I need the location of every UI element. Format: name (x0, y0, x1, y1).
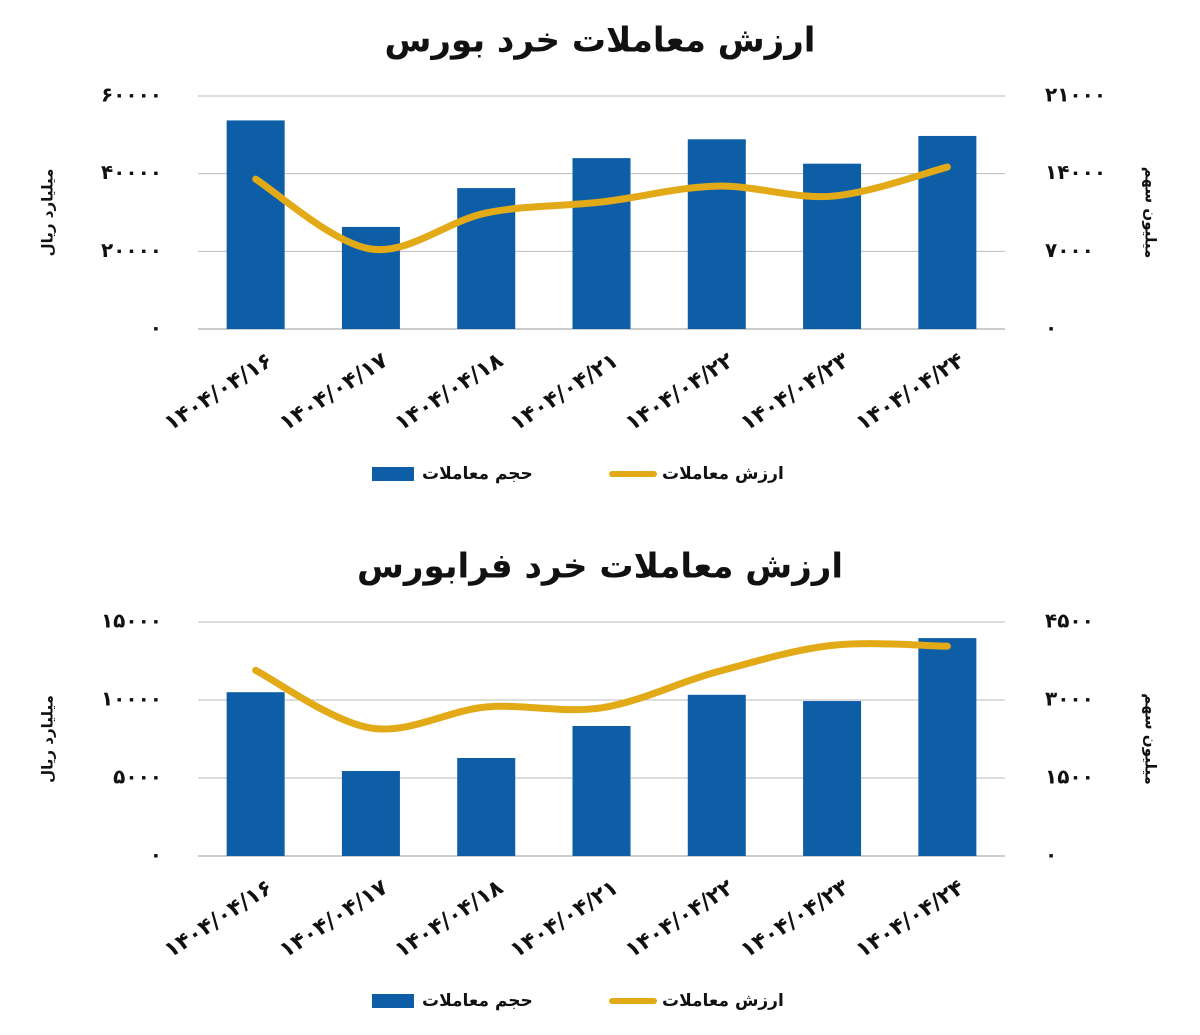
bar (226, 692, 285, 856)
y2-tick-label: ۷۰۰۰ (1045, 238, 1094, 262)
bar (572, 726, 631, 856)
legend-swatch (372, 467, 414, 481)
bar (341, 770, 400, 856)
x-tick-label: ۱۴۰۴/۰۴/۲۲ (621, 875, 739, 964)
legend-label: ارزش معاملات (662, 991, 784, 1011)
x-tick-label: ۱۴۰۴/۰۴/۱۶ (160, 875, 277, 963)
x-tick-label: ۱۴۰۴/۰۴/۱۸ (391, 875, 509, 964)
line (252, 163, 951, 254)
x-tick-label: ۱۴۰۴/۰۴/۲۱ (506, 875, 623, 963)
y-tick-label: ۶۰۰۰۰ (101, 83, 162, 107)
legend-label: حجم معاملات (422, 991, 533, 1011)
y-tick-label: ۰ (150, 316, 162, 340)
y-tick-label: ۲۰۰۰۰ (101, 238, 162, 262)
y-axis-title: میلیارد ریال (39, 695, 57, 783)
y2-tick-label: ۴۵۰۰ (1045, 609, 1094, 633)
x-tick-label: ۱۴۰۴/۰۴/۱۷ (275, 348, 393, 437)
chart: ارزش معاملات خرد بورس ۰ ۲۰۰۰۰ ۴۰۰۰۰ ۶۰۰۰۰ ۰ ۷۰… (39, 21, 1160, 485)
chart-title: ارزش معاملات خرد فرابورس (357, 547, 843, 587)
line (252, 640, 951, 733)
y2-axis-title: میلیون سهم (1142, 693, 1160, 785)
y-tick-label: ۰ (150, 843, 162, 867)
x-tick-label: ۱۴۰۴/۰۴/۲۲ (621, 348, 739, 437)
y2-tick-label: ۳۰۰۰ (1045, 687, 1094, 711)
legend-label: ارزش معاملات (662, 464, 784, 484)
x-tick-label: ۱۴۰۴/۰۴/۱۷ (275, 875, 393, 964)
bar (457, 757, 516, 856)
y-tick-label: ۱۰۰۰۰ (101, 687, 162, 711)
y2-axis-title: میلیون سهم (1142, 167, 1160, 259)
chart: ارزش معاملات خرد فرابورس ۰ ۵۰۰۰ ۱۰۰۰۰ ۱۵۰۰۰ ۰… (39, 547, 1160, 1012)
legend-swatch (372, 994, 414, 1008)
y-axis-title: میلیارد ریال (39, 169, 57, 257)
x-tick-label: ۱۴۰۴/۰۴/۱۶ (160, 348, 277, 436)
y-tick-label: ۴۰۰۰۰ (101, 160, 162, 184)
legend-label: حجم معاملات (422, 464, 533, 484)
bar (918, 638, 977, 856)
bar (803, 701, 862, 856)
y2-tick-label: ۱۵۰۰ (1045, 765, 1094, 789)
bar (226, 120, 285, 330)
x-tick-label: ۱۴۰۴/۰۴/۱۸ (391, 348, 509, 437)
y2-tick-label: ۱۴۰۰۰ (1045, 160, 1106, 184)
bar (687, 139, 746, 329)
bar (572, 158, 631, 329)
x-tick-label: ۱۴۰۴/۰۴/۲۳ (736, 348, 854, 437)
y-tick-label: ۱۵۰۰۰ (101, 609, 162, 633)
x-tick-label: ۱۴۰۴/۰۴/۲۳ (736, 875, 854, 964)
bar (803, 163, 862, 329)
y-tick-label: ۵۰۰۰ (113, 765, 162, 789)
y2-tick-label: ۰ (1045, 316, 1057, 340)
y2-tick-label: ۰ (1045, 843, 1057, 867)
x-tick-label: ۱۴۰۴/۰۴/۲۱ (506, 348, 623, 436)
chart-title: ارزش معاملات خرد بورس (385, 21, 816, 61)
x-tick-label: ۱۴۰۴/۰۴/۲۴ (852, 348, 969, 436)
x-tick-label: ۱۴۰۴/۰۴/۲۴ (852, 875, 969, 963)
y2-tick-label: ۲۱۰۰۰ (1045, 83, 1106, 107)
bar (687, 694, 746, 856)
